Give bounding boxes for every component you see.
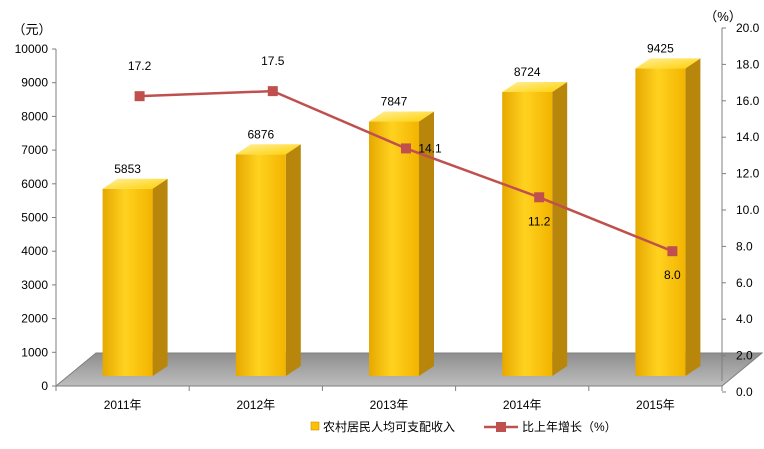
left-tick-label: 8000 [21,109,48,123]
line-point-marker [134,91,145,102]
right-tick-label: 6.0 [736,276,753,290]
bar-side [152,178,168,376]
right-tick-label: 2.0 [736,349,753,363]
left-tick-label: 6000 [21,177,48,191]
x-tick-label: 2014年 [503,398,542,412]
left-tick-label: 1000 [21,345,48,359]
legend-line-marker [496,422,506,432]
legend-line-label: 比上年增长（%） [522,420,617,434]
right-tick-label: 8.0 [736,239,753,253]
line-point-marker [267,86,278,97]
bar-front [635,68,686,376]
bar-top [369,111,434,122]
bar-front [235,154,286,376]
right-tick-label: 0.0 [736,385,753,399]
bar-value-label: 5853 [114,162,141,176]
bar [502,82,568,377]
x-tick-label: 2012年 [236,398,275,412]
line-value-label: 17.2 [128,59,152,73]
bar-front [369,121,419,377]
bar [235,144,301,376]
bar-front [502,92,553,377]
line-point-marker [534,192,545,203]
bar-side [285,144,301,376]
bar [635,58,701,376]
left-tick-label: 10000 [15,42,49,56]
x-tick-label: 2013年 [370,398,409,412]
bar-side [685,58,701,376]
right-tick-label: 16.0 [736,94,760,108]
line-point-marker [401,143,411,154]
right-tick-label: 4.0 [736,312,753,326]
bar-value-label: 7847 [381,95,408,109]
right-tick-label: 14.0 [736,130,760,144]
bar-front [102,188,153,376]
left-tick-label: 2000 [21,312,48,326]
right-tick-label: 10.0 [736,203,760,217]
left-axis-unit: （元） [12,22,51,37]
left-tick-label: 5000 [21,211,48,225]
bar-value-label: 6876 [247,127,274,141]
bar-side [552,82,568,377]
left-tick-label: 4000 [21,244,48,258]
right-axis-unit: （%） [704,9,742,24]
right-tick-label: 20.0 [736,21,760,35]
line-value-label: 17.5 [261,54,285,68]
legend-bar-label: 农村居民人均可支配收入 [323,420,455,434]
x-tick-label: 2011年 [104,398,142,412]
bar-top [102,178,168,189]
left-tick-label: 3000 [21,278,48,292]
bar-side [419,111,434,377]
right-tick-label: 18.0 [736,57,760,71]
line-value-label: 11.2 [528,214,551,228]
x-tick-label: 2015年 [636,398,675,412]
bar-top [635,58,701,69]
right-tick-label: 12.0 [736,167,760,181]
line-point-marker [667,246,678,257]
legend-bar-swatch [310,421,320,431]
line-value-label: 8.0 [664,268,681,282]
bar-value-label: 8724 [514,65,541,79]
left-tick-label: 9000 [21,76,48,90]
bar [102,178,168,376]
bar-top [235,144,301,155]
left-tick-label: 0 [41,379,48,393]
bar-value-label: 9425 [647,41,674,55]
bar-top [502,82,568,93]
bar [369,111,434,377]
left-tick-label: 7000 [21,143,48,157]
line-value-label: 14.1 [418,141,442,155]
